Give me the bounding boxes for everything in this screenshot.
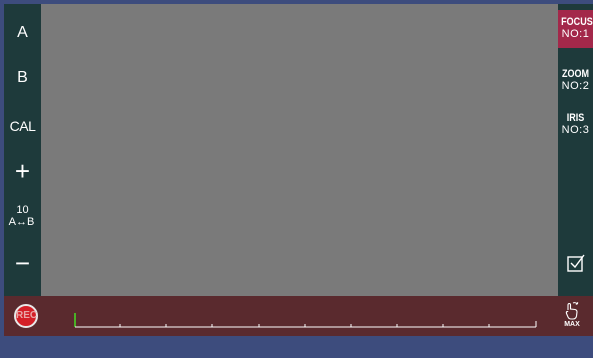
focus-title: FOCUS	[561, 16, 593, 28]
apply-checkbox[interactable]	[558, 252, 593, 276]
iris-number: NO:3	[561, 124, 590, 136]
timeline-ticks	[119, 321, 537, 327]
ab-transition-button[interactable]: 10 A↔B	[4, 204, 41, 228]
zoom-title: ZOOM	[561, 68, 590, 80]
timeline-track[interactable]	[74, 304, 539, 328]
tab-iris[interactable]: IRIS NO:3	[558, 108, 593, 144]
tab-focus[interactable]: FOCUS NO:1	[558, 10, 593, 48]
ab-transition-value: 10	[16, 204, 29, 216]
point-a-button[interactable]: A	[17, 24, 28, 41]
iris-title: IRIS	[566, 112, 585, 124]
right-axis-panel: FOCUS NO:1 ZOOM NO:2 IRIS NO:3	[558, 4, 593, 296]
plus-button[interactable]: +	[14, 156, 31, 186]
tab-zoom[interactable]: ZOOM NO:2	[558, 64, 593, 100]
max-label: MAX	[564, 321, 580, 328]
minus-button[interactable]: −	[14, 248, 31, 278]
checkbox-check-icon	[566, 254, 585, 272]
camera-viewport[interactable]	[41, 4, 558, 296]
zoom-number: NO:2	[561, 80, 590, 92]
ab-transition-label: A↔B	[8, 216, 35, 228]
focus-number: NO:1	[561, 28, 590, 40]
max-button[interactable]: MAX	[556, 301, 588, 333]
bottom-timeline-bar: REC MAX	[4, 296, 593, 336]
left-control-panel: A B CAL + 10 A↔B −	[4, 4, 41, 296]
hand-pointer-icon	[565, 302, 579, 320]
point-b-button[interactable]: B	[17, 69, 28, 86]
calibrate-button[interactable]: CAL	[9, 118, 36, 134]
record-button[interactable]: REC	[14, 304, 38, 328]
